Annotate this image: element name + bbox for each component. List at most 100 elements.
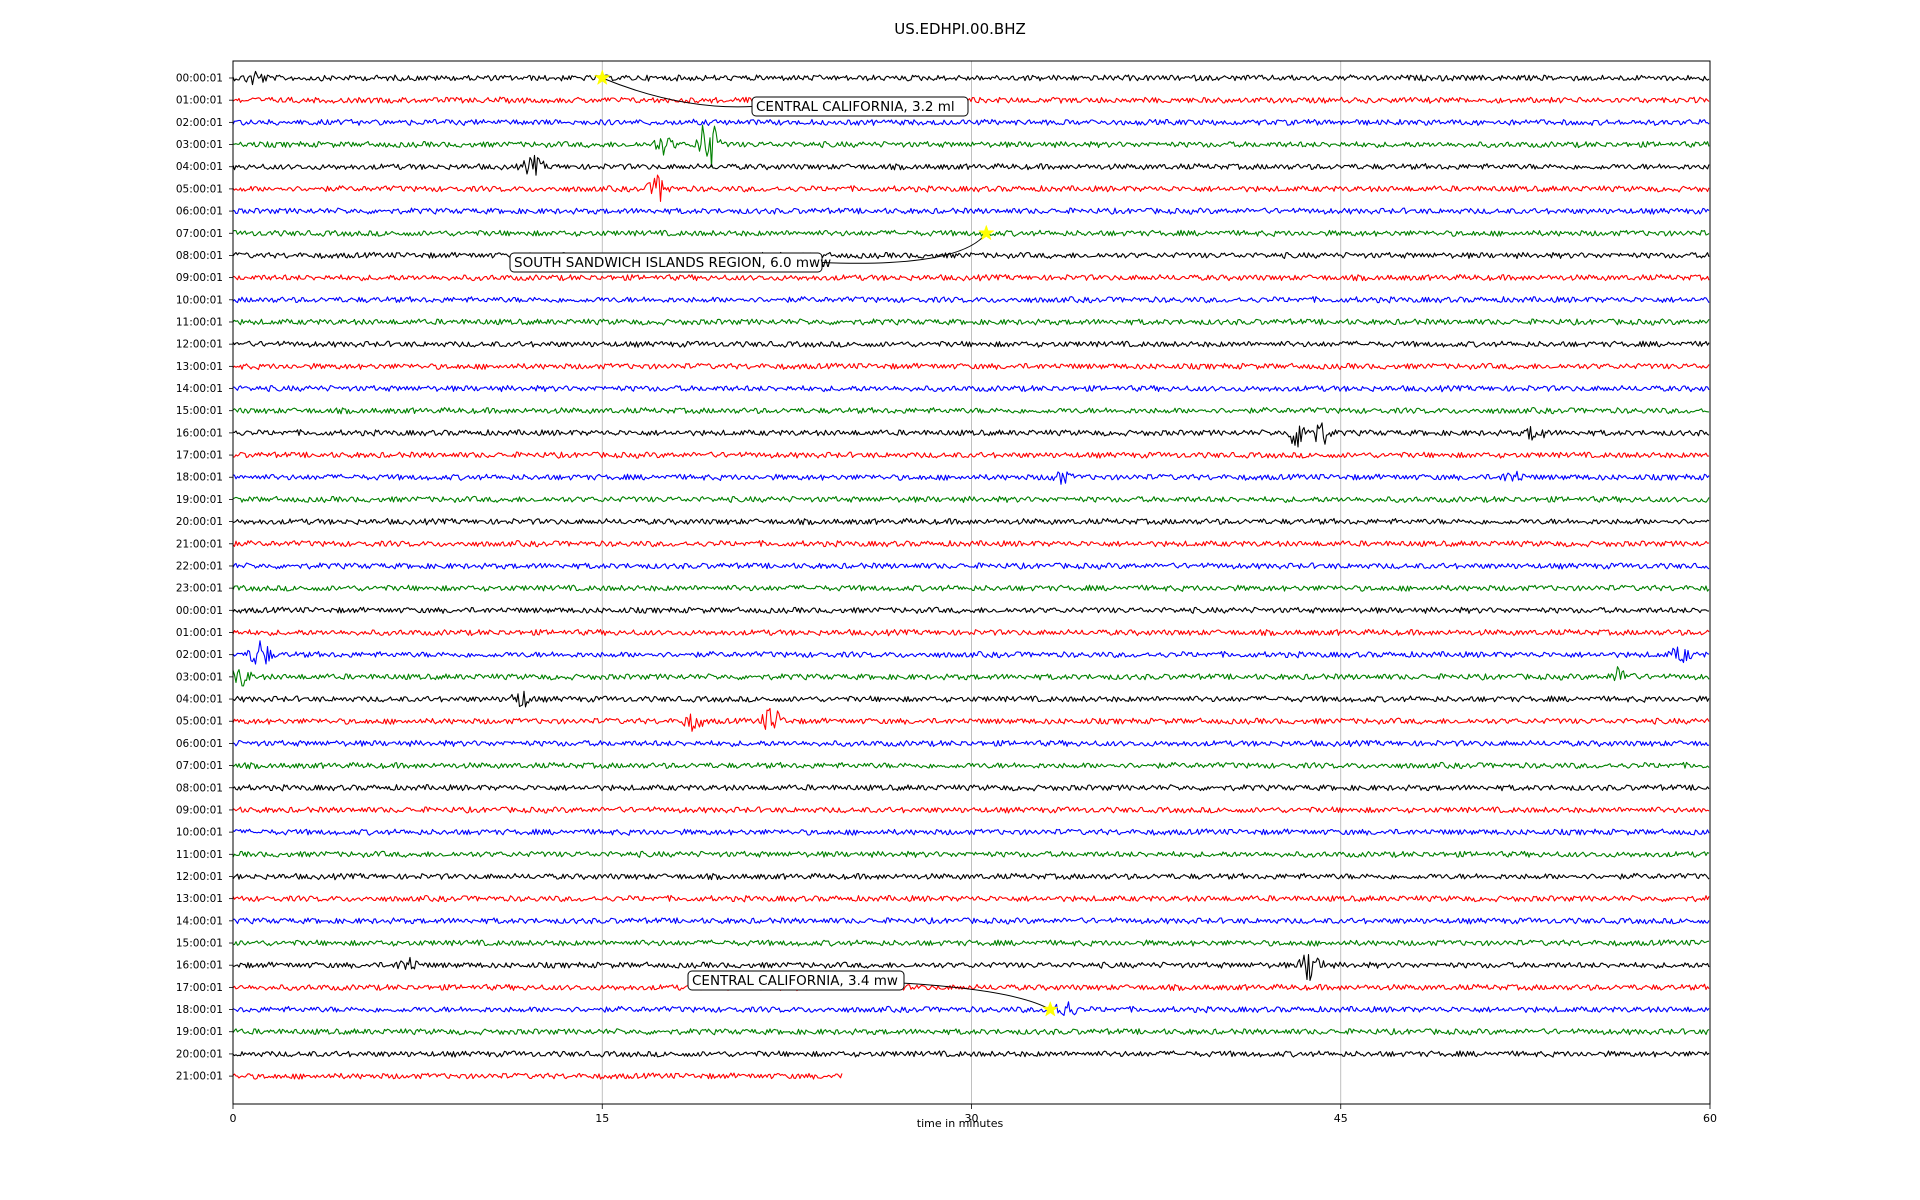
trace-row-17 (232, 451, 1710, 459)
y-tick-label: 19:00:01 (176, 1026, 223, 1038)
event-label-box (509, 252, 823, 273)
y-tick-label: 03:00:01 (176, 671, 223, 683)
y-tick-label: 12:00:01 (176, 339, 223, 351)
event-label: CENTRAL CALIFORNIA, 3.4 mw (692, 973, 898, 989)
trace-row-9 (232, 273, 1710, 282)
event-label: SOUTH SANDWICH ISLANDS REGION, 6.0 mww (514, 255, 831, 271)
y-tick-label: 23:00:01 (176, 583, 223, 595)
trace-row-41 (232, 983, 1710, 992)
x-tick-label: 30 (965, 1112, 979, 1125)
trace-row-22 (232, 562, 1710, 570)
x-tick-label: 45 (1334, 1112, 1348, 1125)
y-tick-label: 15:00:01 (176, 405, 223, 417)
trace-row-5 (232, 174, 1710, 202)
trace-row-30 (232, 739, 1710, 748)
trace-row-8 (232, 251, 1710, 260)
y-tick-label: 16:00:01 (176, 960, 223, 972)
y-tick-label: 07:00:01 (176, 760, 223, 772)
y-tick-label: 02:00:01 (176, 117, 223, 129)
y-tick-label: 05:00:01 (176, 716, 223, 728)
trace-row-45 (232, 1072, 843, 1080)
x-tick-label: 60 (1703, 1112, 1717, 1125)
y-tick-label: 14:00:01 (176, 915, 223, 927)
y-tick-label: 04:00:01 (176, 161, 223, 173)
trace-row-7 (232, 229, 1710, 237)
trace-row-2 (232, 118, 1710, 126)
trace-row-44 (232, 1050, 1710, 1058)
trace-row-19 (232, 495, 1710, 504)
trace-row-39 (232, 939, 1710, 947)
y-tick-label: 16:00:01 (176, 427, 223, 439)
trace-row-23 (232, 584, 1710, 592)
y-tick-label: 09:00:01 (176, 272, 223, 284)
y-tick-label: 17:00:01 (176, 982, 223, 994)
y-tick-label: 20:00:01 (176, 516, 223, 528)
y-tick-label: 18:00:01 (176, 1004, 223, 1016)
y-tick-label: 11:00:01 (176, 316, 223, 328)
y-tick-label: 13:00:01 (176, 361, 223, 373)
y-tick-label: 10:00:01 (176, 827, 223, 839)
trace-row-25 (232, 628, 1710, 637)
y-tick-label: 10:00:01 (176, 294, 223, 306)
trace-row-33 (232, 806, 1710, 814)
trace-row-3 (232, 124, 1710, 168)
y-tick-label: 00:00:01 (176, 605, 223, 617)
x-tick-label: 15 (595, 1112, 609, 1125)
trace-row-14 (232, 384, 1710, 393)
y-tick-label: 11:00:01 (176, 849, 223, 861)
trace-row-35 (232, 850, 1710, 858)
y-tick-label: 01:00:01 (176, 627, 223, 639)
y-tick-label: 03:00:01 (176, 139, 223, 151)
trace-row-31 (232, 761, 1710, 770)
y-tick-label: 14:00:01 (176, 383, 223, 395)
trace-row-36 (232, 872, 1710, 881)
event-label-box (687, 970, 905, 991)
y-tick-label: 15:00:01 (176, 938, 223, 950)
y-tick-label: 01:00:01 (176, 95, 223, 107)
y-tick-label: 06:00:01 (176, 738, 223, 750)
trace-row-27 (232, 666, 1710, 687)
y-tick-label: 02:00:01 (176, 649, 223, 661)
trace-row-34 (232, 828, 1710, 836)
y-tick-label: 00:00:01 (176, 73, 223, 85)
y-tick-label: 17:00:01 (176, 450, 223, 462)
y-tick-label: 07:00:01 (176, 228, 223, 240)
event-star-marker (1041, 1000, 1059, 1017)
trace-row-18 (232, 470, 1710, 485)
event-star-marker (977, 224, 995, 241)
y-tick-label: 05:00:01 (176, 183, 223, 195)
trace-row-24 (232, 606, 1710, 614)
trace-row-10 (232, 296, 1710, 304)
x-axis-label: time in minutes (916, 1117, 1004, 1130)
chart-title: US.EDHPI.00.BHZ (894, 20, 1026, 38)
event-connector (821, 232, 987, 264)
trace-row-16 (232, 422, 1710, 448)
trace-row-1 (232, 96, 1710, 104)
trace-row-13 (232, 362, 1710, 371)
y-tick-label: 18:00:01 (176, 472, 223, 484)
event-connector (602, 77, 753, 108)
y-tick-label: 06:00:01 (176, 206, 223, 218)
y-tick-label: 13:00:01 (176, 893, 223, 905)
y-tick-label: 08:00:01 (176, 250, 223, 262)
y-tick-label: 22:00:01 (176, 560, 223, 572)
trace-row-15 (232, 406, 1710, 415)
trace-row-4 (232, 154, 1710, 176)
trace-row-11 (232, 318, 1710, 326)
y-tick-label: 08:00:01 (176, 782, 223, 794)
trace-row-20 (232, 517, 1710, 526)
trace-row-12 (232, 340, 1710, 348)
trace-row-0 (232, 70, 1710, 86)
trace-row-29 (232, 707, 1710, 732)
event-star-marker (593, 69, 611, 86)
trace-row-37 (232, 894, 1710, 903)
trace-row-21 (232, 540, 1710, 548)
y-tick-label: 12:00:01 (176, 871, 223, 883)
y-tick-label: 21:00:01 (176, 1071, 223, 1083)
y-tick-label: 09:00:01 (176, 804, 223, 816)
y-tick-label: 21:00:01 (176, 538, 223, 550)
trace-row-40 (232, 954, 1710, 981)
trace-row-38 (232, 917, 1710, 925)
x-tick-label: 0 (230, 1112, 237, 1125)
trace-row-43 (232, 1028, 1710, 1036)
